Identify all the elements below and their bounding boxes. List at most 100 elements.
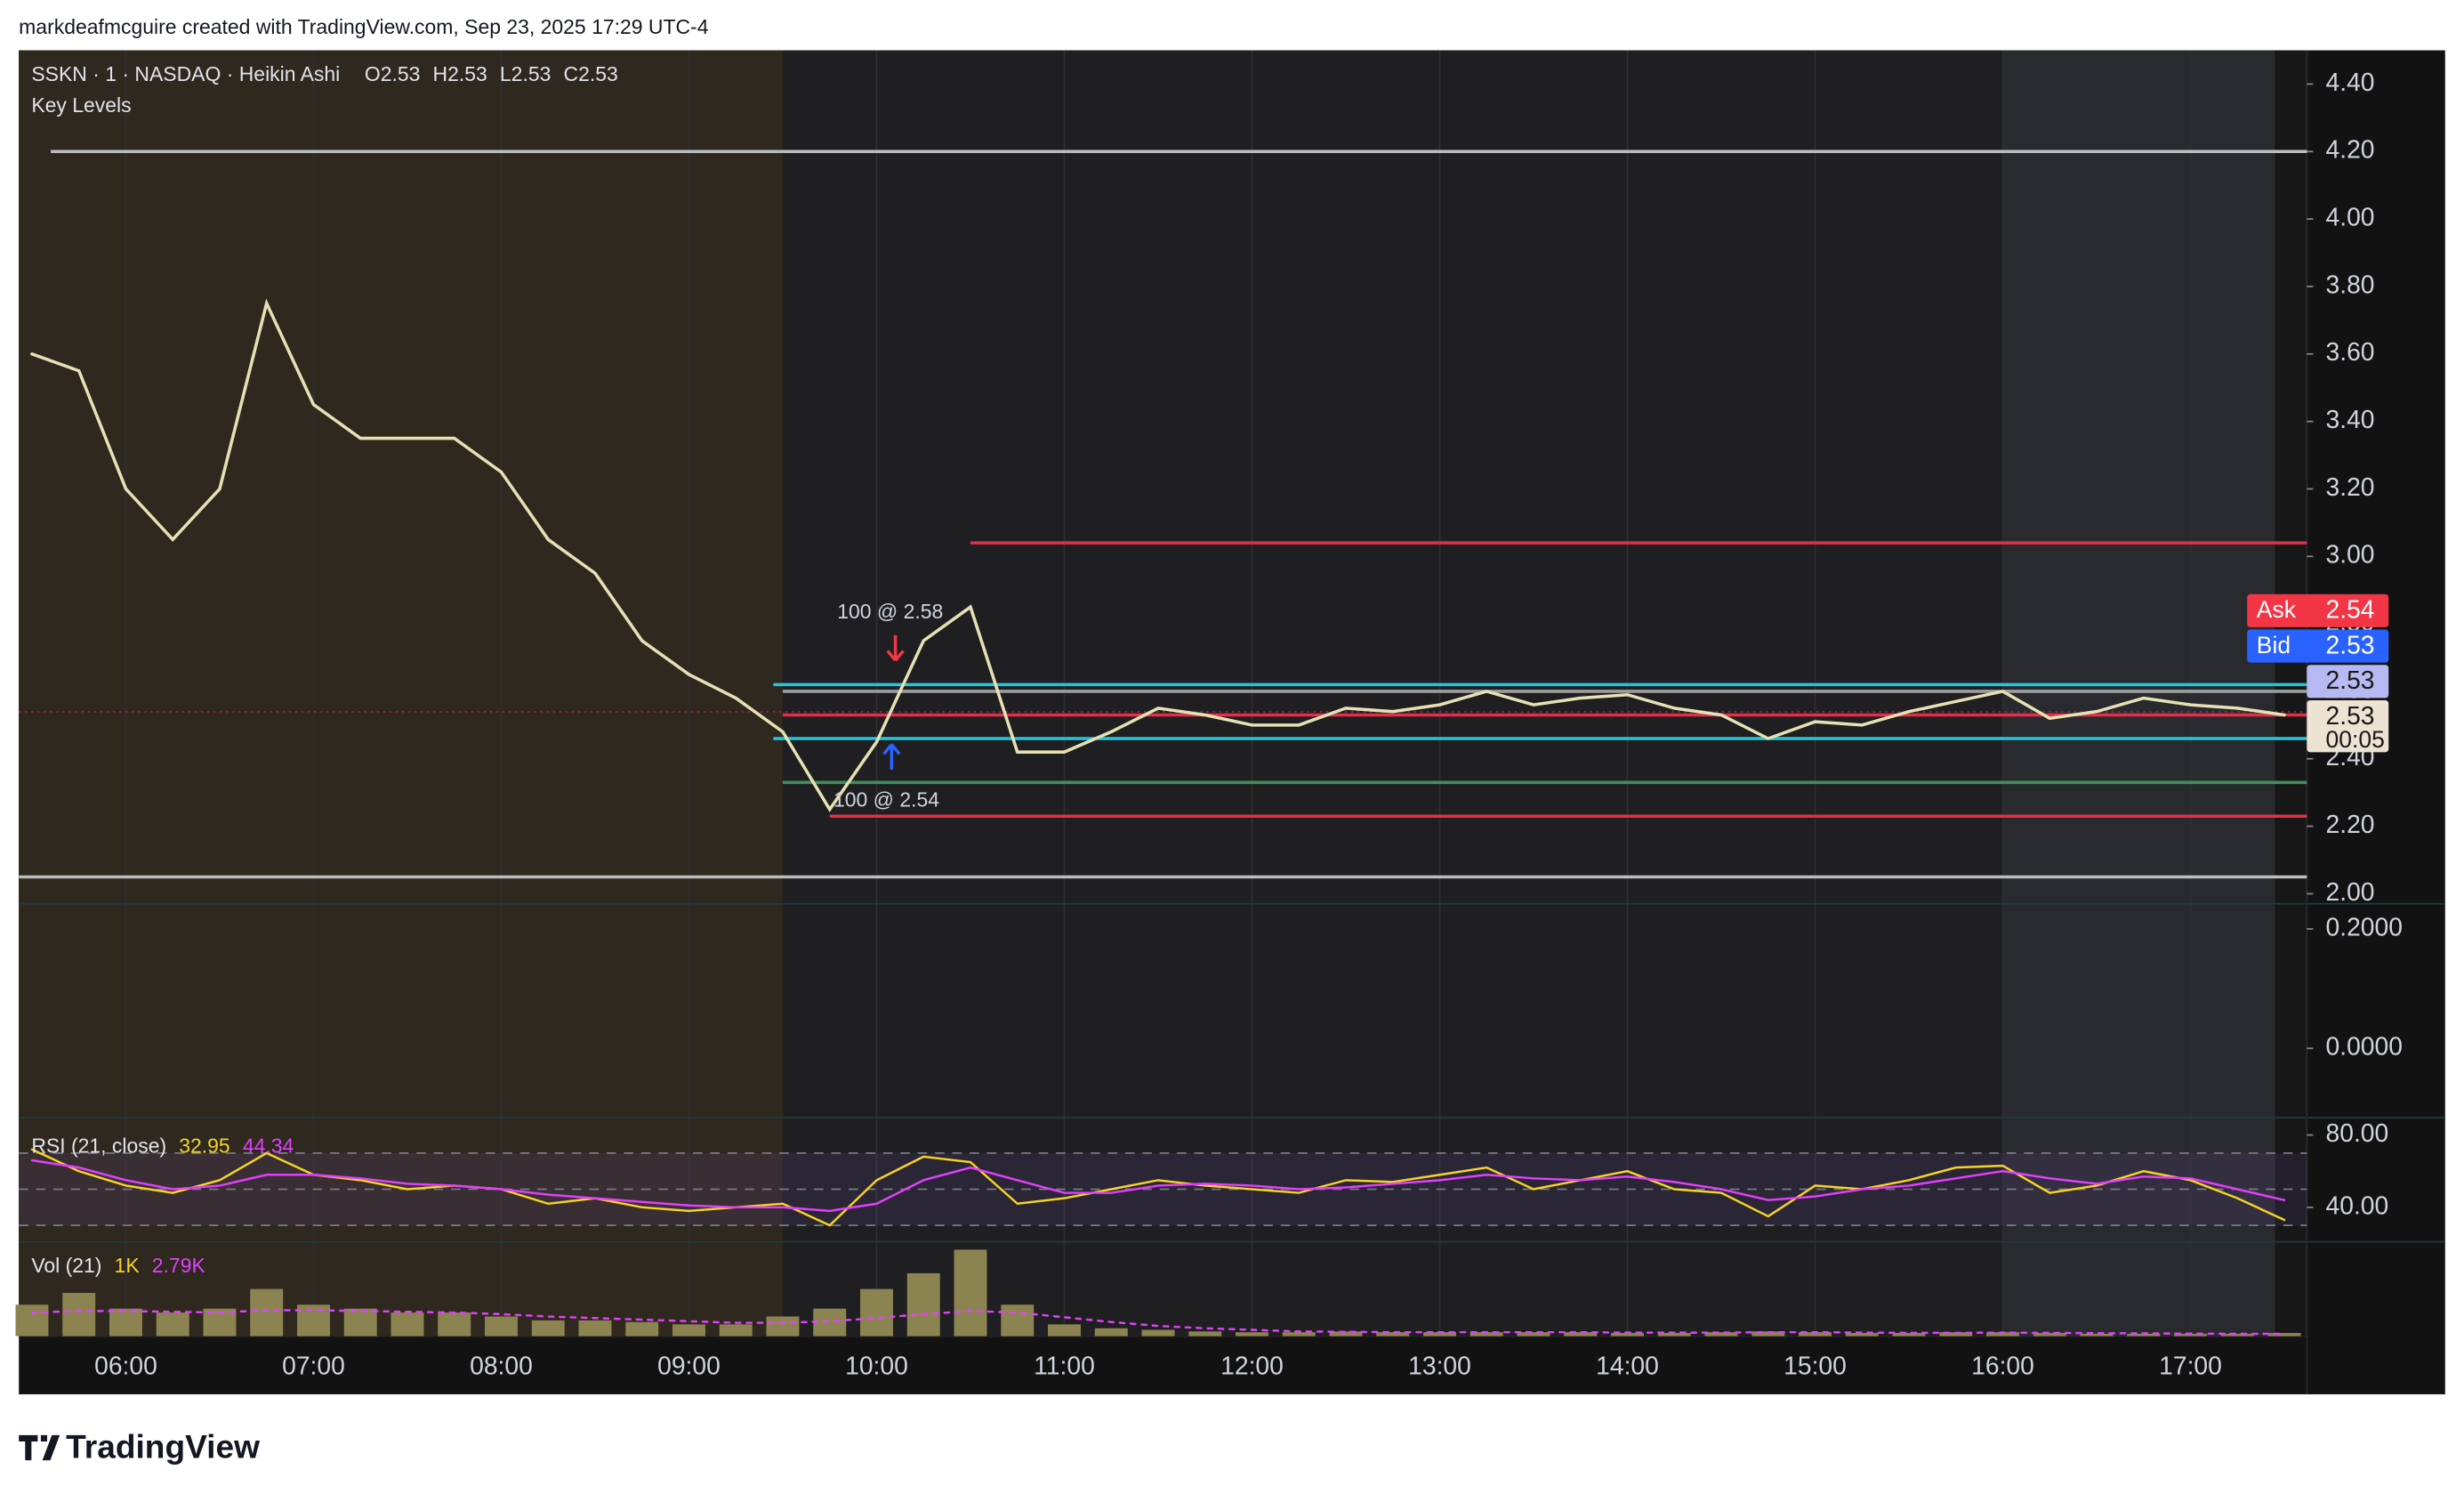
volume-bar [1517,1332,1550,1336]
x-tick-label: 16:00 [1971,1351,2034,1379]
price-label-box [2247,629,2389,663]
session-shade [2002,50,2275,1336]
volume-bar [391,1312,424,1336]
x-tick-label: 10:00 [845,1351,908,1379]
x-tick-label: 17:00 [2159,1351,2222,1379]
price-label-name: Bid [2257,632,2291,658]
y-tick-label: 3.00 [2326,540,2375,569]
volume-bar [672,1324,705,1336]
price-label-box [2307,700,2389,753]
ohlc-value: 2.53 [511,62,552,85]
x-tick-label: 15:00 [1784,1351,1847,1379]
indicator-value: 2.79K [152,1254,206,1277]
x-tick-label: 11:00 [1034,1351,1095,1379]
price-label-box [2307,665,2389,699]
volume-bar [1423,1332,1456,1336]
series-line [30,1309,2286,1336]
x-tick-label: 07:00 [282,1351,345,1379]
ohlc-name: L [500,62,511,85]
volume-bar [156,1312,189,1336]
price-label-value: 2.53 [2326,630,2375,658]
attribution: markdeafmcguire created with TradingView… [19,15,709,38]
x-tick-label: 12:00 [1220,1351,1284,1379]
volume-bar [2174,1333,2207,1336]
volume-bar [2267,1333,2301,1336]
y-tick-label: 4.20 [2326,135,2375,164]
volume-bar [1236,1332,1268,1336]
brand-logo: TradingView [19,1428,260,1466]
volume-bar [1751,1331,1785,1336]
y-tick-label: 4.40 [2326,68,2375,96]
indicator-legend: RSI (21, close) 32.95 44.34 [31,1135,294,1158]
y-tick-label: 80.00 [2326,1118,2389,1147]
ohlc-legend: O2.53 H2.53 L2.53 C2.53 [365,62,618,85]
x-tick-label: 08:00 [470,1351,533,1379]
volume-bar [485,1316,518,1336]
volume-bar [1048,1324,1081,1336]
x-tick-label: 13:00 [1408,1351,1471,1379]
volume-bar [531,1320,565,1336]
volume-bar [578,1320,612,1336]
volume-bar [1376,1332,1410,1336]
volume-bar [62,1293,96,1336]
volume-bar [1094,1328,1128,1336]
session-shade [782,50,2003,1336]
trade-arrow [882,743,901,771]
volume-bar [860,1288,893,1336]
indicator-title: Vol (21) [31,1254,101,1277]
volume-bar [250,1288,284,1336]
trade-arrow [886,634,905,662]
volume-bar [438,1312,471,1336]
y-tick-label: 40.00 [2326,1191,2389,1219]
volume-bar [2080,1333,2114,1336]
price-label-value: 2.54 [2326,595,2375,624]
countdown: 00:05 [2326,726,2385,753]
ohlc-value: 2.53 [447,62,487,85]
chart-subtitle: Key Levels [31,93,131,117]
volume-bar [15,1304,49,1336]
volume-bar [1986,1332,2019,1336]
volume-bar [297,1304,330,1336]
y-tick-label: 3.40 [2326,405,2375,433]
trade-label: 100 @ 2.58 [837,600,943,623]
brand-name: TradingView [66,1428,260,1466]
x-tick-label: 14:00 [1596,1351,1659,1379]
price-label-value: 2.53 [2326,701,2375,730]
y-tick-label: 2.20 [2326,810,2375,838]
volume-bar [343,1308,377,1336]
y-tick-label: 4.00 [2326,203,2375,231]
price-label-name: Ask [2257,596,2297,623]
volume-bar [109,1308,142,1336]
volume-bar [625,1321,659,1336]
price-label-box [2247,594,2389,627]
indicator-title: RSI (21, close) [31,1135,166,1158]
ohlc-name: C [564,62,579,85]
volume-bar [1001,1304,1035,1336]
session-shade [19,50,783,1336]
ohlc-value: 2.53 [578,62,618,85]
indicator-legend: Vol (21) 1K 2.79K [31,1254,205,1277]
y-tick-label: 3.60 [2326,337,2375,366]
volume-bar [2033,1333,2066,1336]
volume-bar [1282,1332,1316,1336]
series-line [30,1148,2286,1227]
volume-bar [1611,1333,1644,1336]
volume-bar [954,1249,987,1336]
volume-bar [1564,1332,1598,1336]
y-tick-label: 0.0000 [2326,1032,2403,1061]
volume-bar [2220,1333,2254,1336]
volume-bar [1845,1333,1879,1336]
y-tick-label: 0.2000 [2326,912,2403,941]
volume-bar [1470,1332,1503,1336]
volume-bar [1141,1329,1175,1336]
x-tick-label: 06:00 [94,1351,157,1379]
volume-bar [1892,1333,1926,1336]
chart-title: SSKN · 1 · NASDAQ · Heikin Ashi [31,62,340,85]
x-tick-label: 09:00 [657,1351,721,1379]
ohlc-value: 2.53 [381,62,421,85]
volume-bar [906,1272,940,1336]
trade-label: 100 @ 2.54 [833,787,939,811]
volume-bar [1939,1332,1973,1336]
chart-layer: 06:00 07:00 08:00 09:00 10:00 11:00 12:00 13:00… [15,50,2445,1394]
